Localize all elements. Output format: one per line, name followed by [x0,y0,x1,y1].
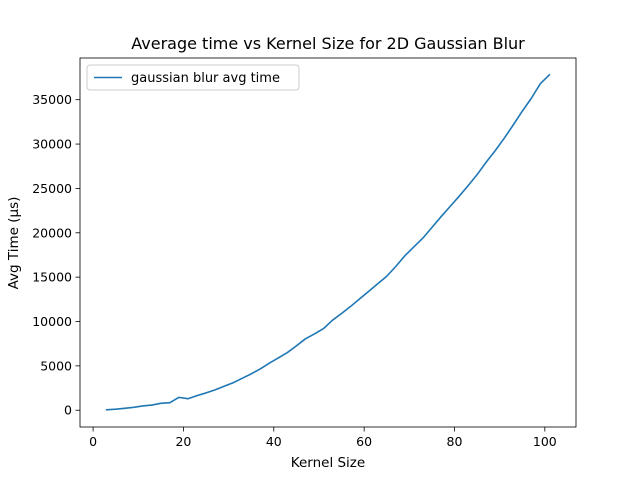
legend: gaussian blur avg time [86,64,300,91]
chart-title: Average time vs Kernel Size for 2D Gauss… [131,34,525,53]
axes-frame [79,57,577,428]
y-tick-label: 0 [64,403,72,418]
legend-label: gaussian blur avg time [131,71,280,86]
y-tick-label: 35000 [32,92,72,107]
x-axis-title: Kernel Size [291,455,365,471]
y-tick-label: 5000 [40,358,72,373]
legend-box [86,64,300,91]
plot-area: 0 20 40 60 80 100 0 5000 10000 15000 20000 25000 300… [32,57,577,449]
x-tick-label: 80 [447,434,463,449]
x-tick-label: 60 [356,434,372,449]
series-line [105,73,551,411]
x-tick-label: 0 [89,434,97,449]
x-tick-label: 100 [533,434,557,449]
y-tick-label: 15000 [32,270,72,285]
x-tick-label: 20 [175,434,191,449]
y-axis-title: Avg Time (µs) [6,197,22,290]
y-tick-label: 10000 [32,314,72,329]
x-tick-label: 40 [266,434,282,449]
y-tick-label: 30000 [32,137,72,152]
y-tick-label: 20000 [32,225,72,240]
y-tick-label: 25000 [32,181,72,196]
